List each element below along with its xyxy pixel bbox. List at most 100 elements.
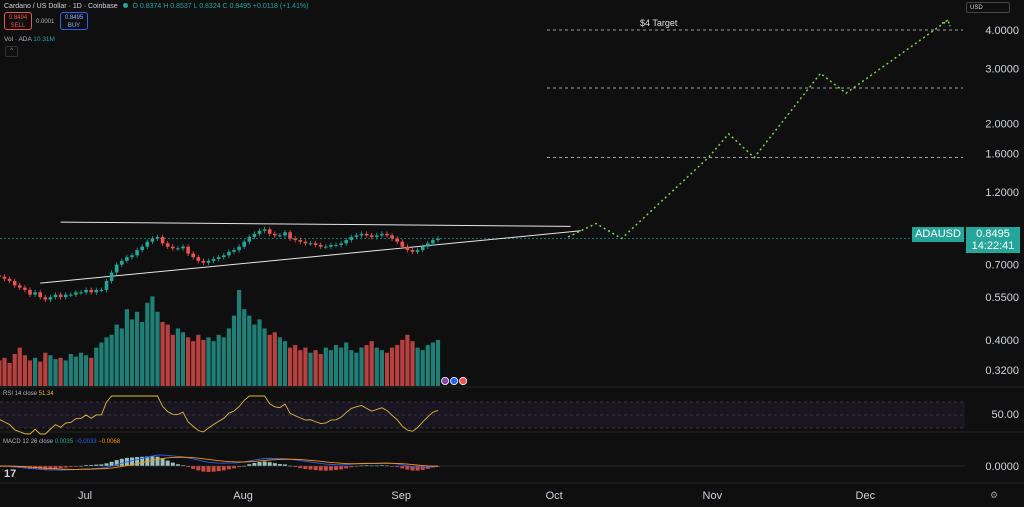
candle-body xyxy=(390,235,394,239)
volume-bar xyxy=(262,328,267,386)
projection-path xyxy=(567,19,951,240)
macd-histogram-bar xyxy=(165,460,170,466)
candle-body xyxy=(318,244,323,247)
macd-histogram-bar xyxy=(354,466,359,467)
signal-line xyxy=(0,456,439,470)
volume-bar xyxy=(257,319,262,386)
volume-bar xyxy=(63,360,68,386)
bar-countdown: 14:22:41 xyxy=(971,240,1015,252)
volume-bar xyxy=(267,334,272,386)
time-axis: Jul Aug Sep Oct Nov Dec xyxy=(78,490,876,502)
macd-pane: 0.0000 xyxy=(0,454,1019,473)
volume-bar xyxy=(170,334,175,386)
candle-body xyxy=(18,285,22,288)
volume-bar xyxy=(333,345,339,386)
macd-axis-label: 0.0000 xyxy=(985,461,1019,473)
candle-body xyxy=(130,255,134,258)
candle-body xyxy=(140,246,144,251)
volume-bar xyxy=(354,352,359,386)
macd-histogram-bar xyxy=(379,465,384,467)
macd-histogram-bar xyxy=(237,466,242,468)
candle-body xyxy=(160,236,165,244)
volume-bar xyxy=(150,296,155,386)
macd-histogram-bar xyxy=(328,466,333,471)
volume-bar xyxy=(415,347,420,386)
price-axis: 4.00003.00002.00001.60001.20000.90000.70… xyxy=(985,25,1019,377)
macd-histogram-bar xyxy=(130,457,134,466)
volume-bar xyxy=(328,350,333,386)
currency-selector[interactable]: USD xyxy=(966,2,1010,13)
volume-bar xyxy=(135,311,140,386)
candle-body xyxy=(242,241,246,247)
volume-bar xyxy=(43,352,48,386)
macd-histogram-bar xyxy=(84,465,89,466)
volume-bar xyxy=(94,347,99,386)
spread-value: 0.0001 xyxy=(36,19,55,25)
candle-body xyxy=(2,276,7,279)
last-price: 0.8495 xyxy=(976,228,1010,240)
rsi-label: RSI 14 close xyxy=(3,391,38,397)
time-tick-label: Nov xyxy=(703,490,723,502)
collapse-legend-icon[interactable]: ^ xyxy=(5,46,18,57)
candle-body xyxy=(222,255,226,258)
volume-bar xyxy=(369,341,374,386)
macd-histogram-bar xyxy=(247,464,252,466)
candle-body xyxy=(283,232,287,236)
macd-histogram-bar xyxy=(201,466,206,472)
candle-body xyxy=(288,232,292,239)
volume-bar xyxy=(272,332,277,386)
candle-body xyxy=(125,257,129,261)
chart-header: Cardano / US Dollar · 1D · Coinbase O 0.… xyxy=(4,3,308,10)
volume-bar xyxy=(374,347,379,386)
candle-body xyxy=(436,238,440,241)
macd-histogram-bar xyxy=(99,464,104,466)
price-tick-label: 0.7000 xyxy=(985,260,1019,272)
macd-label: MACD 12 26 close xyxy=(3,439,54,445)
macd-histogram-bar xyxy=(267,462,272,466)
volume-bar xyxy=(7,362,12,386)
settings-gear-icon[interactable]: ⚙ xyxy=(990,490,999,500)
price-tick-label: 0.4000 xyxy=(985,335,1019,347)
macd-histogram-bar xyxy=(221,466,226,471)
macd-histogram-bar xyxy=(104,463,109,466)
volume-bar xyxy=(237,290,242,386)
price-tick-label: 1.2000 xyxy=(985,187,1019,199)
candle-body xyxy=(385,233,389,236)
rsi-value: 51.34 xyxy=(38,391,54,397)
candle-body xyxy=(339,243,343,245)
rsi-pane: 50.00 xyxy=(0,395,1019,435)
sell-price: 0.8494 xyxy=(8,15,28,21)
macd-histogram-bar xyxy=(293,466,298,468)
volume-bar xyxy=(293,345,298,386)
candle-body xyxy=(58,294,63,298)
candle-body xyxy=(38,292,42,298)
candle-body xyxy=(109,272,114,281)
volume-bar xyxy=(84,355,89,386)
candle-body xyxy=(171,246,175,249)
macd-histogram-bar xyxy=(277,464,282,466)
candle-body xyxy=(176,248,180,250)
volume-bar xyxy=(211,341,216,386)
volume-bar xyxy=(298,350,303,386)
buy-button[interactable]: 0.8495 BUY xyxy=(60,12,88,30)
candle-body xyxy=(53,294,58,298)
event-marker-icon xyxy=(441,376,450,385)
candle-body xyxy=(165,243,170,247)
macd-histogram-bar xyxy=(73,466,78,467)
macd-histogram-bar xyxy=(181,465,185,467)
volume-label: Vol · ADA xyxy=(4,36,32,43)
volume-bar xyxy=(33,357,38,386)
volume-legend: Vol · ADA 10.31M xyxy=(4,36,55,43)
candle-body xyxy=(7,278,12,281)
sell-button[interactable]: 0.8494 SELL xyxy=(4,12,32,30)
volume-bar xyxy=(384,352,390,386)
candle-body xyxy=(359,233,364,236)
macd-histogram-bar xyxy=(186,466,191,468)
candle-body xyxy=(349,236,354,241)
candle-body xyxy=(69,294,73,296)
candle-body xyxy=(43,297,48,300)
volume-bar xyxy=(201,339,206,386)
macd-histogram-bar xyxy=(63,466,68,468)
status-dot-icon xyxy=(122,3,128,8)
